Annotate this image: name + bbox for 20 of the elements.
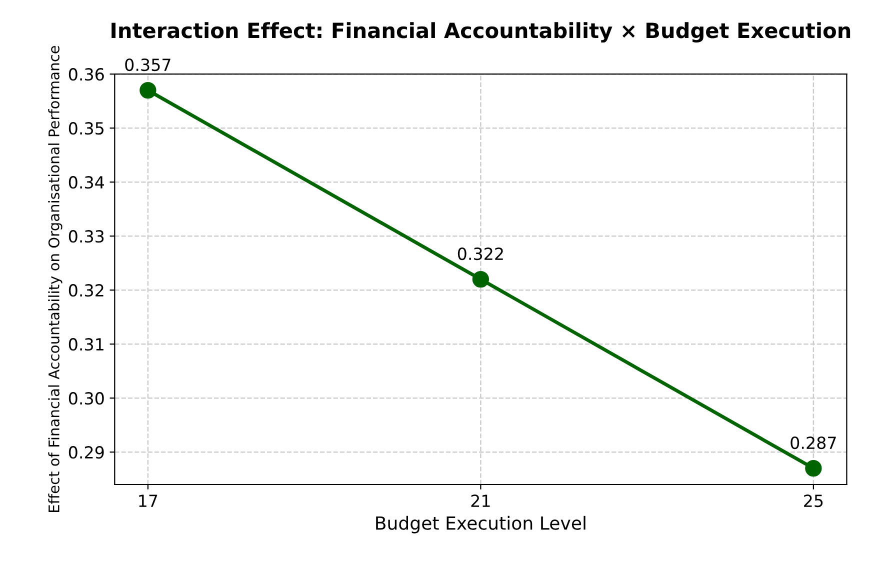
point	[472, 270, 490, 288]
data-label: 0.322	[458, 247, 503, 260]
x-tick-label: 21	[471, 494, 490, 507]
y-tick-label: 0.29	[68, 446, 104, 459]
x-tick-label: 25	[804, 494, 823, 508]
y-tick-label: 0.31	[68, 338, 104, 351]
x-axis-title: Budget Execution Level	[376, 516, 586, 534]
y-tick-label: 0.34	[68, 176, 104, 189]
data-label: 0.287	[790, 436, 836, 450]
y-tick-label: 0.35	[68, 122, 104, 135]
data-label: 0.357	[125, 58, 170, 72]
y-tick-label: 0.30	[68, 392, 104, 405]
x-tick-label: 17	[139, 494, 158, 507]
point	[805, 460, 822, 477]
y-tick-label: 0.33	[68, 230, 104, 243]
chart-title: Interaction Effect: Financial Accountability × Budget Execution	[112, 22, 850, 42]
y-axis-title: Effect of Financial Accountability on Organisational Performance	[48, 46, 62, 512]
y-tick-label: 0.36	[68, 68, 104, 81]
y-tick-label: 0.32	[68, 284, 104, 297]
point	[140, 82, 156, 99]
